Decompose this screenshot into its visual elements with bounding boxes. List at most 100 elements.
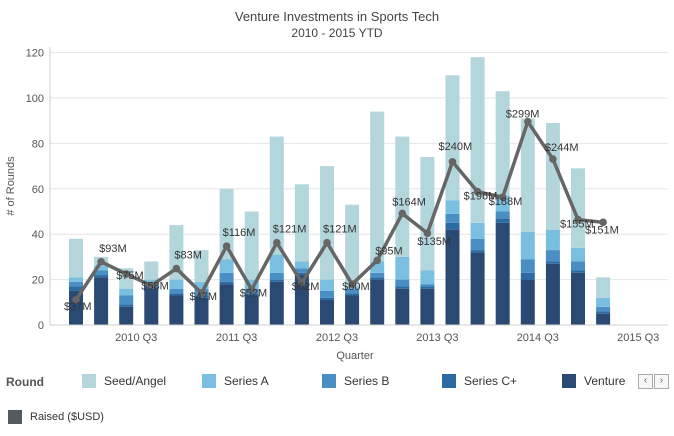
bar-segment[interactable]: 2013 Q4 Seed/Angel: 55 bbox=[445, 75, 460, 201]
bar-segment[interactable]: 2013 Q1 Series C+: 1 bbox=[370, 277, 385, 280]
bar-segment[interactable]: 2013 Q3 Series C+: 1 bbox=[420, 286, 435, 289]
bar-segment[interactable]: 2013 Q3 Series A: 6 bbox=[420, 270, 435, 285]
raised-point[interactable] bbox=[97, 257, 105, 266]
bar-segment[interactable]: 2011 Q1 Series A: 4 bbox=[169, 279, 184, 289]
bar-segment[interactable]: 2010 Q3 Series C+: 1 bbox=[119, 304, 134, 307]
raised-point[interactable] bbox=[72, 296, 80, 304]
bar-segment[interactable]: 2012 Q2 Series A: 3 bbox=[294, 261, 309, 269]
bar-segment[interactable]: 2012 Q1 Series C+: 1 bbox=[269, 279, 284, 282]
legend-item-venture[interactable]: Venture bbox=[562, 374, 625, 388]
bar-segment[interactable]: 2015 Q2 Series B: 2 bbox=[596, 306, 611, 312]
raised-point[interactable] bbox=[473, 187, 482, 196]
legend-item-series-a[interactable]: Series A bbox=[202, 374, 269, 388]
bar-segment[interactable]: 2011 Q1 Seed/Angel: 24 bbox=[169, 225, 184, 280]
bar-segment[interactable]: 2010 Q1 Series C+: 2 bbox=[69, 286, 83, 291]
legend-item-seed-angel[interactable]: Seed/Angel bbox=[82, 374, 166, 388]
bar-segment[interactable]: 2011 Q4 Venture: 13 bbox=[244, 295, 259, 325]
bar-segment[interactable]: 2014 Q2 Venture: 45 bbox=[495, 222, 510, 325]
bar-segment[interactable]: 2011 Q1 Venture: 13 bbox=[169, 295, 184, 325]
bar-segment[interactable]: 2014 Q3 Series A: 12 bbox=[520, 231, 535, 260]
bar-segment[interactable]: 2015 Q2 Venture: 5 bbox=[596, 313, 611, 325]
bar-segment[interactable]: 2011 Q3 Seed/Angel: 31 bbox=[219, 188, 234, 260]
raised-point[interactable] bbox=[298, 279, 306, 287]
bar-segment[interactable]: 2010 Q1 Series A: 2 bbox=[69, 277, 83, 282]
legend-prev-button[interactable]: ‹ bbox=[638, 374, 653, 389]
bar-segment[interactable]: 2014 Q4 Venture: 27 bbox=[545, 263, 560, 325]
legend-item-series-c-plus[interactable]: Series C+ bbox=[442, 374, 517, 388]
bar-segment[interactable]: 2010 Q2 Series A: 2 bbox=[94, 265, 109, 271]
bar-segment[interactable]: 2012 Q3 Series A: 5 bbox=[320, 279, 334, 291]
raised-point[interactable] bbox=[172, 264, 181, 273]
bar-segment[interactable]: 2014 Q4 Series C+: 1 bbox=[545, 261, 560, 264]
bar-segment[interactable]: 2013 Q3 Series B: 1 bbox=[420, 284, 435, 287]
legend-item-raised[interactable]: Raised ($USD) bbox=[8, 410, 104, 424]
bar-segment[interactable]: 2012 Q2 Seed/Angel: 34 bbox=[294, 184, 309, 262]
raised-point[interactable] bbox=[524, 117, 532, 126]
bar-segment[interactable]: 2013 Q4 Venture: 42 bbox=[445, 229, 460, 325]
legend-next-button[interactable]: › bbox=[654, 374, 669, 389]
bar-segment[interactable]: 2015 Q1 Series A: 6 bbox=[571, 247, 585, 262]
raised-point[interactable] bbox=[599, 218, 607, 227]
bar-segment[interactable]: 2012 Q1 Venture: 19 bbox=[269, 281, 284, 325]
bar-segment[interactable]: 2014 Q4 Seed/Angel: 47 bbox=[545, 122, 560, 230]
raised-point[interactable] bbox=[423, 229, 432, 237]
bar-segment[interactable]: 2015 Q2 Seed/Angel: 9 bbox=[596, 277, 611, 298]
bar-segment[interactable]: 2014 Q3 Series B: 6 bbox=[520, 259, 535, 273]
bar-segment[interactable]: 2010 Q3 Series B: 4 bbox=[119, 295, 134, 305]
bar-segment[interactable]: 2012 Q2 Series B: 2 bbox=[294, 268, 309, 273]
raised-point[interactable] bbox=[549, 155, 557, 163]
bar-segment[interactable]: 2010 Q4 Series A: 1 bbox=[144, 279, 159, 282]
bar-segment[interactable]: 2014 Q3 Seed/Angel: 50 bbox=[520, 118, 535, 232]
bar-segment[interactable]: 2012 Q3 Venture: 11 bbox=[320, 300, 334, 325]
bar-segment[interactable]: 2012 Q4 Series B: 2 bbox=[345, 288, 360, 294]
bar-segment[interactable]: 2014 Q2 Seed/Angel: 46 bbox=[495, 91, 510, 196]
bar-segment[interactable]: 2013 Q2 Seed/Angel: 53 bbox=[395, 136, 410, 257]
bar-segment[interactable]: 2013 Q3 Venture: 16 bbox=[420, 288, 435, 325]
bar-segment[interactable]: 2014 Q3 Series C+: 3 bbox=[520, 272, 535, 280]
bar-segment[interactable]: 2012 Q2 Venture: 22 bbox=[294, 275, 309, 325]
raised-point[interactable] bbox=[247, 285, 256, 294]
raised-point[interactable] bbox=[222, 242, 231, 250]
raised-point[interactable] bbox=[498, 193, 507, 201]
bar-segment[interactable]: 2012 Q1 Seed/Angel: 52 bbox=[269, 136, 284, 255]
bar-segment[interactable]: 2014 Q1 Series C+: 1 bbox=[470, 250, 485, 253]
bar-segment[interactable]: 2011 Q2 Series A: 3 bbox=[194, 281, 209, 289]
bar-segment[interactable]: 2015 Q1 Series B: 4 bbox=[571, 261, 585, 271]
bar-segment[interactable]: 2014 Q4 Series A: 9 bbox=[545, 229, 560, 251]
bar-segment[interactable]: 2014 Q3 Venture: 20 bbox=[520, 279, 535, 325]
bar-segment[interactable]: 2013 Q4 Series A: 6 bbox=[445, 200, 460, 214]
bar-segment[interactable]: 2013 Q1 Series A: 5 bbox=[370, 261, 385, 273]
raised-point[interactable] bbox=[197, 289, 206, 297]
bar-segment[interactable]: 2012 Q2 Series C+: 1 bbox=[294, 272, 309, 276]
bar-segment[interactable]: 2013 Q3 Seed/Angel: 50 bbox=[420, 157, 435, 271]
bar-segment[interactable]: 2014 Q1 Series A: 7 bbox=[470, 222, 485, 239]
bar-segment[interactable]: 2012 Q4 Series C+: 1 bbox=[345, 293, 360, 296]
raised-point[interactable] bbox=[348, 280, 356, 289]
bar-segment[interactable]: 2012 Q3 Series B: 3 bbox=[320, 290, 334, 298]
bar-segment[interactable]: 2013 Q1 Series B: 2 bbox=[370, 272, 385, 278]
bar-segment[interactable]: 2014 Q1 Venture: 32 bbox=[470, 252, 485, 325]
bar-segment[interactable]: 2014 Q1 Seed/Angel: 73 bbox=[470, 57, 485, 223]
legend-item-series-b[interactable]: Series B bbox=[322, 374, 389, 388]
bar-segment[interactable]: 2015 Q2 Series C+: 1 bbox=[596, 311, 611, 314]
bar-segment[interactable]: 2014 Q2 Series A: 7 bbox=[495, 195, 510, 212]
bar-segment[interactable]: 2011 Q1 Series C+: 1 bbox=[169, 293, 184, 296]
bar-segment[interactable]: 2010 Q1 Seed/Angel: 17 bbox=[69, 238, 83, 278]
bar-segment[interactable]: 2012 Q1 Series B: 3 bbox=[269, 272, 284, 280]
bar-segment[interactable]: 2011 Q2 Seed/Angel: 14 bbox=[194, 250, 209, 282]
raised-point[interactable] bbox=[122, 270, 130, 278]
bar-segment[interactable]: 2010 Q2 Series B: 2 bbox=[94, 270, 109, 276]
bar-segment[interactable]: 2013 Q2 Venture: 16 bbox=[395, 288, 410, 325]
bar-segment[interactable]: 2010 Q4 Seed/Angel: 8 bbox=[144, 261, 159, 280]
raised-point[interactable] bbox=[398, 209, 407, 218]
bar-segment[interactable]: 2015 Q1 Venture: 23 bbox=[571, 272, 585, 325]
bar-segment[interactable]: 2010 Q2 Series C+: 1 bbox=[94, 275, 109, 278]
raised-point[interactable] bbox=[373, 256, 382, 265]
bar-segment[interactable]: 2012 Q4 Venture: 13 bbox=[345, 295, 360, 325]
bar-segment[interactable]: 2014 Q2 Series C+: 2 bbox=[495, 218, 510, 223]
bar-segment[interactable]: 2015 Q1 Series C+: 1 bbox=[571, 270, 585, 273]
bar-segment[interactable]: 2011 Q2 Venture: 12 bbox=[194, 297, 209, 325]
bar-segment[interactable]: 2011 Q4 Seed/Angel: 30 bbox=[244, 211, 259, 280]
bar-segment[interactable]: 2013 Q1 Seed/Angel: 66 bbox=[370, 111, 385, 262]
raised-point[interactable] bbox=[323, 238, 331, 247]
